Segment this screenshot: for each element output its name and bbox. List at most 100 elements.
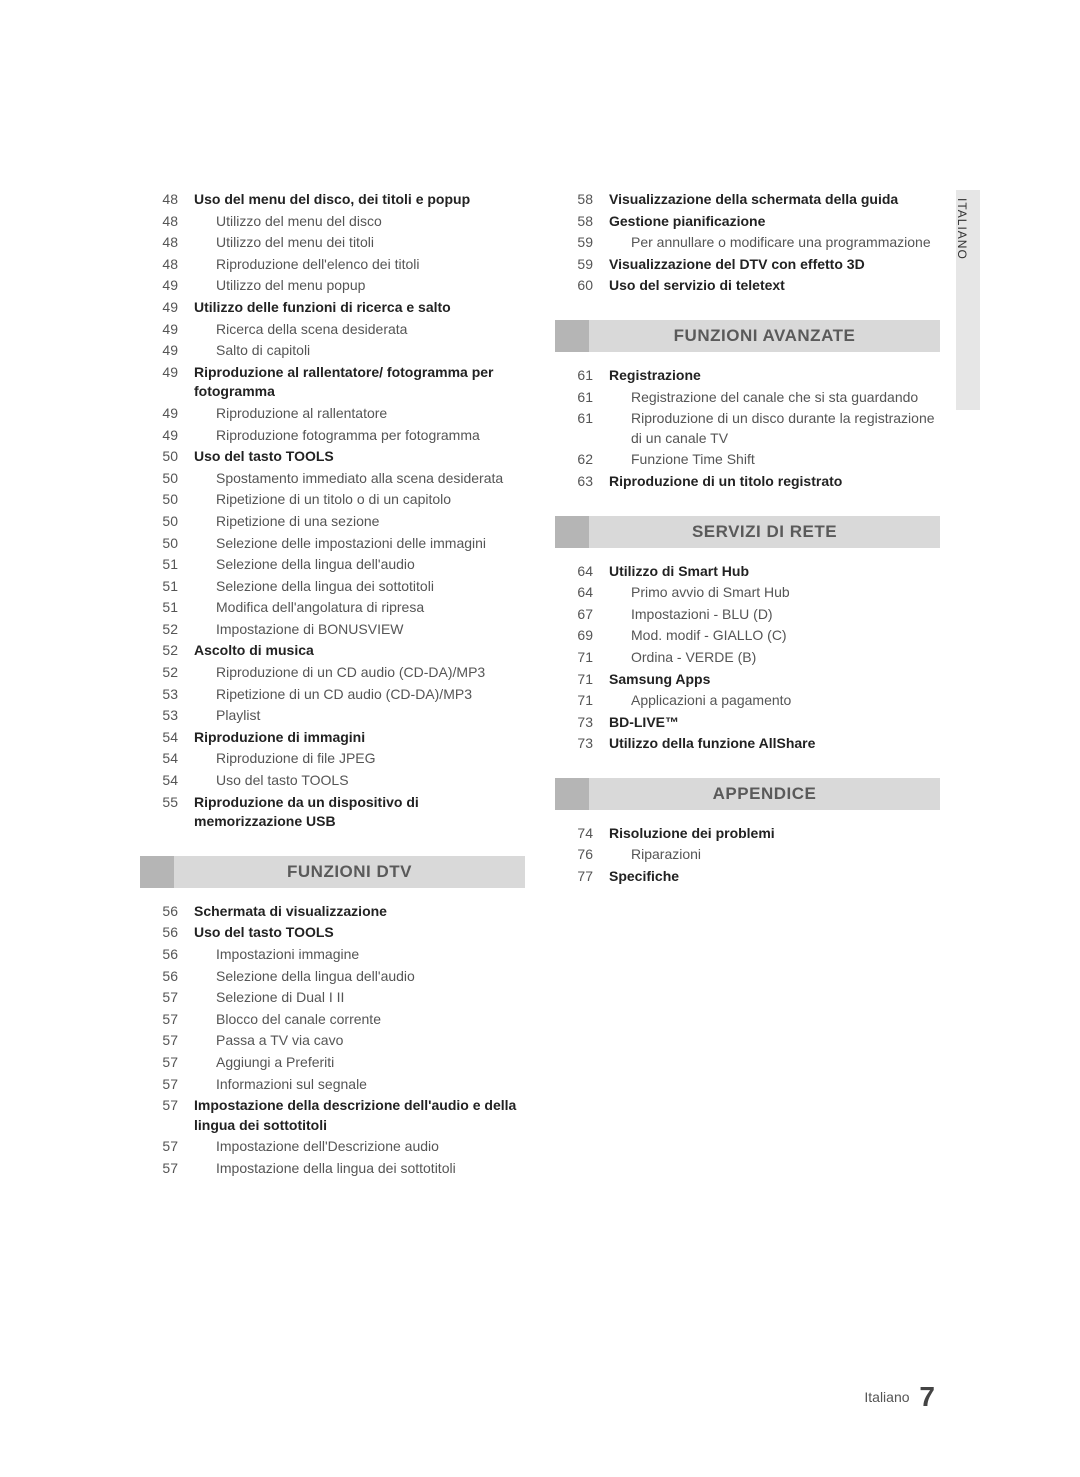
toc-entry-text: Riproduzione al rallentatore [178,404,387,424]
toc-entry-text: Ripetizione di una sezione [178,512,379,532]
toc-page-number: 71 [555,691,593,711]
toc-page-number: 56 [140,967,178,987]
toc-line: 73Utilizzo della funzione AllShare [555,734,940,754]
toc-entry-text: Registrazione del canale che si sta guar… [593,388,918,408]
toc-page-number: 54 [140,771,178,791]
section-servizi-di-rete: SERVIZI DI RETE [555,516,940,548]
toc-entry-text: BD-LIVE™ [593,713,679,733]
toc-entry-text: Selezione della lingua dei sottotitoli [178,577,434,597]
toc-entry-text: Riproduzione di file JPEG [178,749,376,769]
toc-page-number: 71 [555,648,593,668]
toc-line: 71Applicazioni a pagamento [555,691,940,711]
toc-entry-text: Impostazione di BONUSVIEW [178,620,404,640]
toc-page-number: 50 [140,490,178,510]
toc-line: 52Riproduzione di un CD audio (CD-DA)/MP… [140,663,525,683]
toc-line: 54Uso del tasto TOOLS [140,771,525,791]
toc-page-number: 48 [140,233,178,253]
toc-entry-text: Utilizzo del menu del disco [178,212,382,232]
toc-line: 51Selezione della lingua dei sottotitoli [140,577,525,597]
toc-page-number: 49 [140,298,178,318]
toc-page-number: 57 [140,1031,178,1051]
right-column: 58Visualizzazione della schermata della … [555,190,940,1181]
toc-page-number: 52 [140,663,178,683]
toc-page-number: 54 [140,728,178,748]
toc-entry-text: Impostazione dell'Descrizione audio [178,1137,439,1157]
toc-entry-text: Riproduzione di un titolo registrato [593,472,842,492]
toc-page-number: 73 [555,734,593,754]
toc-entry-text: Uso del menu del disco, dei titoli e pop… [178,190,470,210]
right-block-2: 61Registrazione 61Registrazione del canal… [555,366,940,492]
toc-entry-text: Registrazione [593,366,701,386]
toc-line: 51Modifica dell'angolatura di ripresa [140,598,525,618]
toc-page-number: 60 [555,276,593,296]
toc-entry-text: Risoluzione dei problemi [593,824,775,844]
toc-line: 52Impostazione di BONUSVIEW [140,620,525,640]
toc-entry-text: Modifica dell'angolatura di ripresa [178,598,424,618]
toc-page-number: 62 [555,450,593,470]
toc-line: 76Riparazioni [555,845,940,865]
footer-page-number: 7 [919,1381,935,1412]
toc-entry-text: Utilizzo della funzione AllShare [593,734,815,754]
toc-entry-text: Ripetizione di un titolo o di un capitol… [178,490,451,510]
toc-page-number: 58 [555,190,593,210]
toc-entry-text: Uso del servizio di teletext [593,276,785,296]
toc-entry-text: Ripetizione di un CD audio (CD-DA)/MP3 [178,685,472,705]
toc-page-number: 49 [140,341,178,361]
toc-line: 57Impostazione della descrizione dell'au… [140,1096,525,1135]
toc-line: 48Riproduzione dell'elenco dei titoli [140,255,525,275]
toc-entry-text: Utilizzo di Smart Hub [593,562,749,582]
toc-page-number: 52 [140,641,178,661]
toc-line: 67Impostazioni - BLU (D) [555,605,940,625]
toc-page-number: 57 [140,1010,178,1030]
toc-page-number: 49 [140,426,178,446]
toc-line: 49Salto di capitoli [140,341,525,361]
toc-line: 51Selezione della lingua dell'audio [140,555,525,575]
toc-line: 49Ricerca della scena desiderata [140,320,525,340]
toc-page-number: 56 [140,945,178,965]
toc-page-number: 61 [555,409,593,429]
toc-line: 71Ordina - VERDE (B) [555,648,940,668]
toc-line: 58Visualizzazione della schermata della … [555,190,940,210]
section-funzioni-avanzate: FUNZIONI AVANZATE [555,320,940,352]
toc-line: 49Utilizzo delle funzioni di ricerca e s… [140,298,525,318]
toc-entry-text: Riproduzione di immagini [178,728,365,748]
toc-entry-text: Utilizzo del menu popup [178,276,365,296]
toc-page-number: 57 [140,1159,178,1179]
toc-line: 57Passa a TV via cavo [140,1031,525,1051]
toc-line: 71Samsung Apps [555,670,940,690]
toc-page-number: 74 [555,824,593,844]
toc-line: 74Risoluzione dei problemi [555,824,940,844]
toc-entry-text: Spostamento immediato alla scena desider… [178,469,503,489]
toc-entry-text: Selezione della lingua dell'audio [178,555,415,575]
toc-entry-text: Mod. modif - GIALLO (C) [593,626,787,646]
toc-line: 57Selezione di Dual I II [140,988,525,1008]
toc-entry-text: Riproduzione di un CD audio (CD-DA)/MP3 [178,663,485,683]
section-funzioni-dtv: FUNZIONI DTV [140,856,525,888]
toc-line: 60Uso del servizio di teletext [555,276,940,296]
toc-entry-text: Samsung Apps [593,670,710,690]
toc-line: 56Selezione della lingua dell'audio [140,967,525,987]
toc-line: 57Impostazione dell'Descrizione audio [140,1137,525,1157]
toc-line: 61Registrazione [555,366,940,386]
toc-line: 55Riproduzione da un dispositivo di memo… [140,793,525,832]
toc-line: 64Utilizzo di Smart Hub [555,562,940,582]
left-column: 48 Uso del menu del disco, dei titoli e p… [140,190,525,1181]
toc-line: 49Riproduzione fotogramma per fotogramma [140,426,525,446]
toc-entry-text: Schermata di visualizzazione [178,902,387,922]
toc-entry-text: Ordina - VERDE (B) [593,648,756,668]
toc-line: 57Impostazione della lingua dei sottotit… [140,1159,525,1179]
toc-line: 57Aggiungi a Preferiti [140,1053,525,1073]
toc-page-number: 51 [140,577,178,597]
toc-page-number: 73 [555,713,593,733]
toc-entry-text: Informazioni sul segnale [178,1075,367,1095]
toc-entry-text: Visualizzazione della schermata della gu… [593,190,898,210]
toc-entry-text: Ascolto di musica [178,641,314,661]
toc-entry-text: Selezione di Dual I II [178,988,344,1008]
toc-page-number: 54 [140,749,178,769]
toc-line: 52Ascolto di musica [140,641,525,661]
toc-entry-text: Riproduzione dell'elenco dei titoli [178,255,419,275]
toc-entry-text: Riparazioni [593,845,701,865]
toc-entry-text: Riproduzione al rallentatore/ fotogramma… [178,363,525,402]
toc-entry-text: Utilizzo delle funzioni di ricerca e sal… [178,298,451,318]
toc-line: 63Riproduzione di un titolo registrato [555,472,940,492]
